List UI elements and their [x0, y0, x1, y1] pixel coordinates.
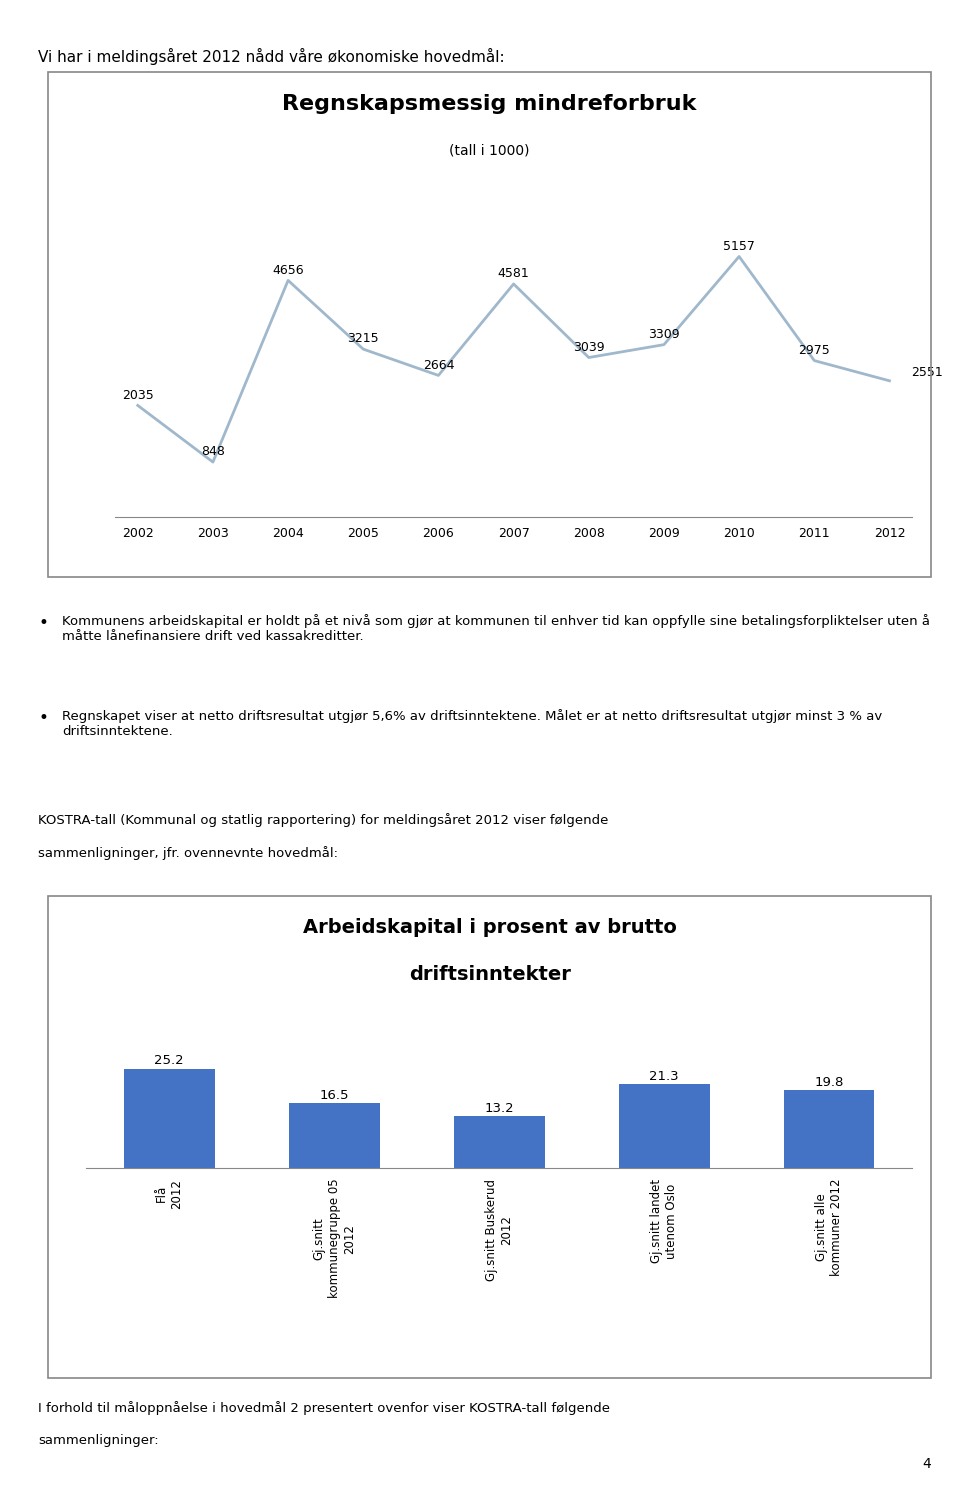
Text: •: • [38, 709, 48, 727]
Text: 25.2: 25.2 [155, 1055, 184, 1068]
Text: 21.3: 21.3 [649, 1070, 679, 1083]
Text: KOSTRA-tall (Kommunal og statlig rapportering) for meldingsåret 2012 viser følge: KOSTRA-tall (Kommunal og statlig rapport… [38, 813, 609, 827]
Text: •: • [38, 614, 48, 632]
Bar [124, 1068, 215, 1168]
Text: 2551: 2551 [911, 366, 943, 379]
Text: 4: 4 [923, 1458, 931, 1471]
Text: Arbeidskapital i prosent av brutto: Arbeidskapital i prosent av brutto [302, 918, 677, 938]
Text: 5157: 5157 [723, 240, 756, 253]
Text: Kommunens arbeidskapital er holdt på et nivå som gjør at kommunen til enhver tid: Kommunens arbeidskapital er holdt på et … [62, 614, 930, 643]
Bar [783, 1091, 875, 1168]
Text: 3309: 3309 [648, 328, 680, 342]
Text: 4581: 4581 [497, 267, 530, 280]
Text: sammenligninger, jfr. ovennevnte hovedmål:: sammenligninger, jfr. ovennevnte hovedmå… [38, 846, 338, 860]
Text: 4656: 4656 [273, 264, 304, 277]
Bar [619, 1085, 709, 1168]
Text: 848: 848 [201, 445, 225, 458]
Text: driftsinntekter: driftsinntekter [409, 965, 570, 984]
Text: 2664: 2664 [422, 358, 454, 372]
Text: 3215: 3215 [348, 333, 379, 346]
Text: 2975: 2975 [799, 343, 830, 357]
Text: Regnskapsmessig mindreforbruk: Regnskapsmessig mindreforbruk [282, 94, 697, 114]
Text: (tall i 1000): (tall i 1000) [449, 144, 530, 157]
Text: 13.2: 13.2 [485, 1103, 514, 1115]
Bar [289, 1103, 379, 1168]
Text: Regnskapet viser at netto driftsresultat utgjør 5,6% av driftsinntektene. Målet : Regnskapet viser at netto driftsresultat… [62, 709, 882, 737]
Text: sammenligninger:: sammenligninger: [38, 1434, 159, 1447]
Text: Vi har i meldingsåret 2012 nådd våre økonomiske hovedmål:: Vi har i meldingsåret 2012 nådd våre øko… [38, 48, 505, 64]
Text: 3039: 3039 [573, 340, 605, 354]
Text: 2035: 2035 [122, 388, 154, 401]
Text: I forhold til måloppnåelse i hovedmål 2 presentert ovenfor viser KOSTRA-tall føl: I forhold til måloppnåelse i hovedmål 2 … [38, 1401, 611, 1414]
Bar [454, 1116, 544, 1168]
Text: 16.5: 16.5 [320, 1089, 349, 1103]
Text: 19.8: 19.8 [814, 1076, 844, 1089]
